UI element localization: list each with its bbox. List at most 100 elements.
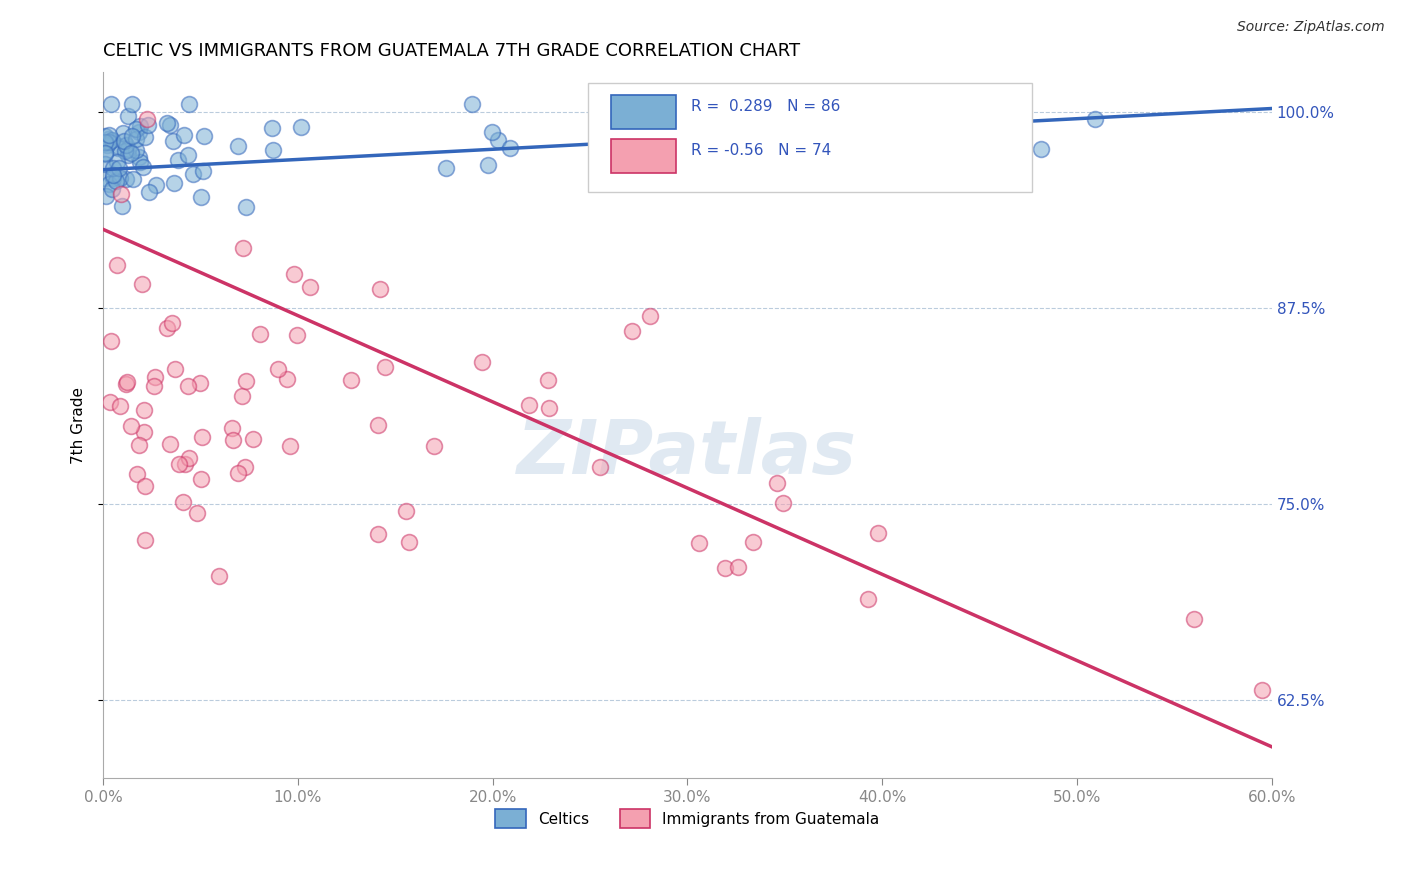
- Point: [163, 176, 186, 190]
- Point: [163, 362, 186, 376]
- Point: [131, 160, 153, 174]
- Point: [114, 144, 136, 158]
- Point: [172, 494, 194, 508]
- Point: [101, 168, 124, 182]
- Point: [107, 139, 129, 153]
- FancyBboxPatch shape: [612, 95, 676, 128]
- Point: [368, 282, 391, 296]
- Point: [117, 147, 139, 161]
- Point: [714, 561, 737, 575]
- Point: [138, 185, 160, 199]
- Point: [94, 146, 117, 161]
- Point: [169, 458, 191, 472]
- Point: [108, 171, 131, 186]
- Point: [105, 154, 128, 169]
- Point: [94, 129, 117, 144]
- Point: [132, 425, 155, 439]
- Point: [96, 138, 118, 153]
- Point: [267, 361, 290, 376]
- Point: [233, 460, 256, 475]
- Point: [94, 157, 117, 171]
- Point: [94, 170, 117, 185]
- Point: [129, 154, 152, 169]
- Point: [134, 478, 156, 492]
- Point: [285, 328, 308, 343]
- Point: [156, 320, 179, 334]
- Point: [222, 433, 245, 447]
- Point: [808, 143, 831, 157]
- Point: [103, 161, 125, 176]
- Point: [94, 147, 117, 161]
- Point: [159, 118, 181, 132]
- Point: [134, 533, 156, 547]
- Point: [367, 417, 389, 432]
- Point: [181, 167, 204, 181]
- Point: [537, 374, 560, 388]
- Point: [423, 439, 446, 453]
- Point: [831, 102, 853, 116]
- Point: [143, 370, 166, 384]
- Text: R =  0.289   N = 86: R = 0.289 N = 86: [690, 98, 841, 113]
- Point: [125, 132, 148, 146]
- Point: [517, 398, 540, 412]
- Point: [159, 436, 181, 450]
- Text: ZIPatlas: ZIPatlas: [517, 417, 858, 490]
- Point: [191, 430, 214, 444]
- Point: [235, 200, 257, 214]
- Point: [98, 135, 121, 149]
- Point: [94, 136, 117, 150]
- Point: [772, 496, 794, 510]
- Point: [115, 377, 138, 392]
- Point: [145, 178, 167, 193]
- Point: [128, 438, 150, 452]
- Point: [868, 525, 890, 540]
- Point: [177, 96, 200, 111]
- Point: [134, 403, 156, 417]
- Point: [538, 401, 561, 415]
- Point: [186, 506, 208, 520]
- Point: [98, 178, 121, 192]
- Point: [100, 334, 122, 348]
- Legend: Celtics, Immigrants from Guatemala: Celtics, Immigrants from Guatemala: [489, 803, 886, 834]
- Point: [226, 139, 249, 153]
- Text: CELTIC VS IMMIGRANTS FROM GUATEMALA 7TH GRADE CORRELATION CHART: CELTIC VS IMMIGRANTS FROM GUATEMALA 7TH …: [103, 42, 800, 60]
- Point: [110, 187, 132, 202]
- Point: [638, 310, 661, 324]
- Point: [108, 161, 131, 175]
- Point: [124, 122, 146, 136]
- Point: [120, 146, 142, 161]
- Point: [134, 129, 156, 144]
- Point: [115, 138, 138, 153]
- Point: [1182, 612, 1205, 626]
- Point: [232, 241, 254, 255]
- Point: [262, 143, 284, 157]
- Point: [107, 141, 129, 155]
- Point: [226, 467, 249, 481]
- Point: [262, 121, 284, 136]
- Point: [103, 171, 125, 186]
- Point: [936, 102, 959, 116]
- Point: [1029, 142, 1052, 156]
- Point: [160, 316, 183, 330]
- Point: [231, 389, 253, 403]
- Point: [121, 96, 143, 111]
- Point: [290, 120, 312, 134]
- Point: [121, 129, 143, 144]
- Point: [117, 142, 139, 156]
- Point: [179, 451, 201, 466]
- Point: [162, 134, 184, 148]
- Point: [127, 467, 149, 481]
- Point: [104, 173, 127, 187]
- Point: [108, 400, 131, 414]
- Point: [135, 112, 157, 127]
- Point: [173, 128, 195, 142]
- Point: [766, 475, 789, 490]
- Point: [129, 119, 152, 133]
- Y-axis label: 7th Grade: 7th Grade: [72, 387, 86, 464]
- Point: [115, 172, 138, 186]
- Point: [395, 504, 418, 518]
- Point: [177, 148, 200, 162]
- Point: [128, 150, 150, 164]
- Point: [727, 560, 749, 574]
- Point: [177, 379, 200, 393]
